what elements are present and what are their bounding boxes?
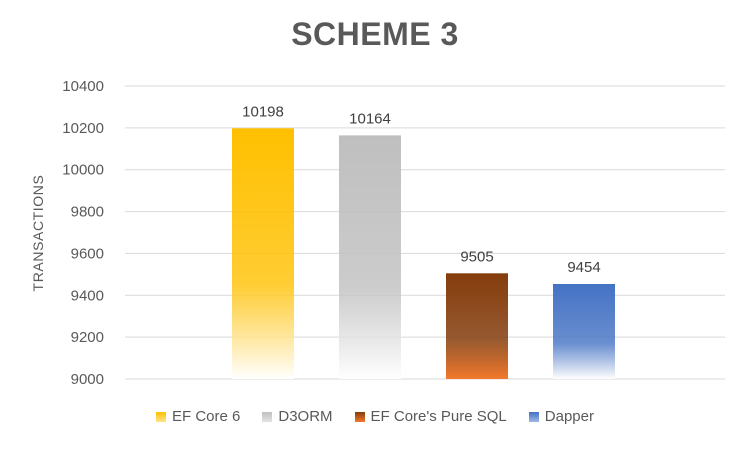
y-tick-label: 9600 bbox=[71, 245, 104, 262]
legend-label-ef-core-pure-sql: EF Core's Pure SQL bbox=[370, 408, 507, 425]
y-tick-label: 9400 bbox=[71, 287, 104, 304]
legend-label-dapper: Dapper bbox=[544, 408, 594, 425]
legend-item-d3orm: D3ORM bbox=[262, 408, 333, 425]
y-tick-label: 10400 bbox=[62, 78, 104, 95]
legend-item-dapper: Dapper bbox=[528, 408, 594, 425]
bar-d3orm bbox=[339, 135, 401, 379]
legend-swatch-ef-core-pure-sql bbox=[354, 411, 365, 422]
bar-dapper bbox=[553, 283, 615, 379]
legend-swatch-dapper bbox=[528, 411, 539, 422]
bar-ef-core-s-pure-sql bbox=[446, 273, 508, 379]
bar-value-label: 9454 bbox=[567, 259, 600, 276]
bar-value-label: 9505 bbox=[460, 248, 493, 265]
legend-item-ef-core-pure-sql: EF Core's Pure SQL bbox=[354, 408, 507, 425]
legend-swatch-d3orm bbox=[262, 411, 273, 422]
bar-ef-core-6 bbox=[232, 128, 294, 379]
bar-value-label: 10164 bbox=[349, 110, 391, 127]
legend-swatch-ef-core-6 bbox=[156, 411, 166, 422]
bar-value-label: 10198 bbox=[242, 103, 284, 120]
y-tick-label: 9800 bbox=[71, 204, 104, 221]
y-tick-label: 9000 bbox=[71, 371, 104, 388]
legend-label-ef-core-6: EF Core 6 bbox=[172, 408, 241, 425]
y-tick-label: 10000 bbox=[62, 162, 104, 179]
legend-label-d3orm: D3ORM bbox=[278, 408, 333, 425]
y-tick-label: 10200 bbox=[62, 120, 104, 137]
y-tick-label: 9200 bbox=[71, 329, 104, 346]
legend-item-ef-core-6: EF Core 6 bbox=[156, 408, 240, 425]
chart-legend: EF Core 6 D3ORM EF Core's Pure SQL Dappe… bbox=[0, 408, 750, 425]
chart-title: SCHEME 3 bbox=[291, 16, 459, 52]
